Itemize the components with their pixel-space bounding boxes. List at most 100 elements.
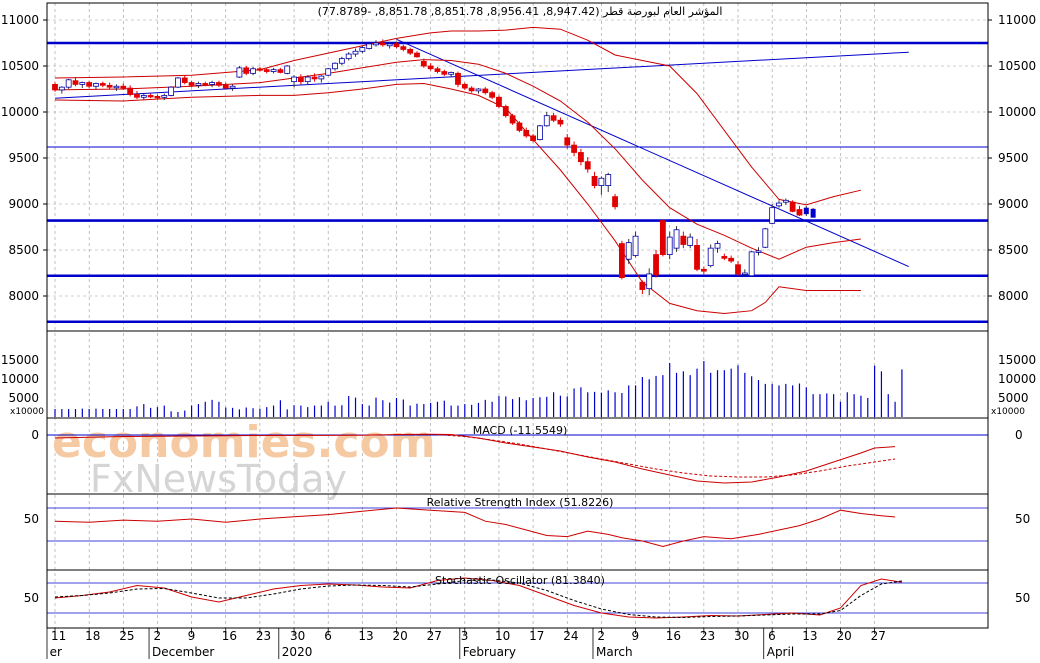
candle-body-109: [796, 209, 803, 216]
price-tick-left-10000: 10000: [1, 105, 39, 119]
candle-98: [721, 253, 728, 261]
candle-58: [448, 71, 455, 78]
candle-88: [653, 250, 659, 278]
candle-19: [181, 75, 188, 85]
stochastic-tick-left-0: 50: [24, 591, 39, 605]
candle-body-63: [482, 88, 489, 94]
candle-body-90: [666, 236, 673, 255]
candle-14: [147, 93, 154, 99]
candle-5: [86, 80, 93, 89]
candle-57: [441, 69, 448, 77]
price-tick-right-8000: 8000: [998, 289, 1029, 303]
candle-body-24: [216, 82, 222, 86]
candle-67: [509, 113, 516, 125]
candle-body-78: [584, 161, 591, 170]
candle-3: [72, 77, 79, 87]
candle-0: [52, 82, 58, 92]
candle-111: [810, 208, 816, 218]
x-day-label-16-5: 16: [222, 629, 237, 643]
candle-38: [311, 73, 318, 82]
macd-label: MACD (-11.5549): [473, 424, 568, 437]
candle-100: [735, 261, 741, 276]
x-month-label-5: April: [767, 645, 794, 659]
candle-28: [243, 66, 250, 76]
candle-53: [414, 51, 420, 58]
candle-body-101: [741, 272, 748, 275]
candle-9: [113, 84, 120, 91]
candle-body-26: [229, 85, 236, 89]
candle-body-18: [175, 77, 181, 88]
candle-83: [618, 240, 625, 280]
candle-body-73: [550, 115, 557, 121]
candle-body-59: [455, 72, 461, 85]
candle-body-64: [489, 92, 496, 98]
candle-61: [468, 86, 475, 93]
candle-82: [612, 193, 618, 210]
candle-body-72: [543, 115, 550, 127]
candle-body-57: [441, 71, 448, 75]
candle-body-86: [639, 281, 646, 290]
rsi-panel: [47, 507, 988, 548]
rsi-line: [54, 507, 896, 548]
candle-body-6: [93, 83, 99, 87]
candle-31: [263, 67, 270, 74]
macd-tick-right-0: 0: [1015, 428, 1023, 442]
candle-body-38: [311, 76, 318, 80]
candle-11: [127, 85, 134, 97]
candle-69: [523, 127, 530, 138]
candle-body-46: [366, 43, 373, 49]
volume-tick-right-0: 5000: [998, 391, 1029, 405]
candle-27: [236, 66, 243, 78]
candle-60: [461, 82, 468, 90]
candle-64: [489, 90, 496, 100]
stochastic-k-line: [54, 577, 902, 619]
candle-body-47: [373, 42, 379, 46]
candle-41: [332, 62, 338, 71]
grid-layer: [47, 3, 988, 628]
candle-104: [762, 227, 769, 249]
candle-body-0: [52, 84, 58, 91]
candle-body-3: [72, 80, 79, 85]
rsi-tick-right-0: 50: [1015, 512, 1030, 526]
candle-90: [666, 231, 673, 260]
candle-2: [65, 78, 72, 89]
candle-21: [195, 81, 202, 89]
x-day-label-25-2: 25: [119, 629, 134, 643]
candle-4: [79, 81, 86, 89]
candle-body-43: [345, 53, 352, 60]
candle-body-80: [598, 177, 605, 187]
candle-106: [776, 200, 782, 208]
candle-body-60: [461, 84, 468, 89]
candle-body-37: [304, 76, 311, 83]
candle-body-40: [325, 68, 332, 76]
candle-56: [434, 66, 441, 74]
candle-body-8: [106, 84, 113, 88]
candle-body-12: [134, 94, 140, 98]
x-day-label-2-16: 2: [597, 629, 605, 643]
candle-body-27: [236, 67, 243, 78]
price-tick-right-8500: 8500: [998, 243, 1029, 257]
candle-body-11: [127, 87, 134, 95]
candle-62: [475, 88, 482, 94]
price-tick-left-8500: 8500: [8, 243, 39, 257]
bollinger-middle: [54, 59, 861, 260]
x-day-label-18-1: 18: [85, 629, 100, 643]
x-month-label-2: 2020: [282, 645, 313, 659]
x-month-label-4: March: [596, 645, 633, 659]
candle-51: [400, 44, 407, 52]
candle-body-71: [537, 125, 543, 141]
candle-body-103: [755, 250, 762, 253]
candle-body-20: [188, 82, 195, 86]
volume-tick-left-0: 5000: [8, 391, 39, 405]
candle-87: [646, 268, 653, 296]
price-tick-right-9500: 9500: [998, 151, 1029, 165]
candle-body-91: [673, 229, 680, 249]
candle-body-39: [318, 75, 325, 80]
price-tick-right-10000: 10000: [998, 105, 1036, 119]
candle-body-94: [694, 244, 700, 270]
volume-unit-right: x10000: [991, 407, 1025, 417]
candle-body-67: [509, 115, 516, 124]
candle-108: [789, 200, 796, 213]
x-day-label-9-4: 9: [188, 629, 196, 643]
